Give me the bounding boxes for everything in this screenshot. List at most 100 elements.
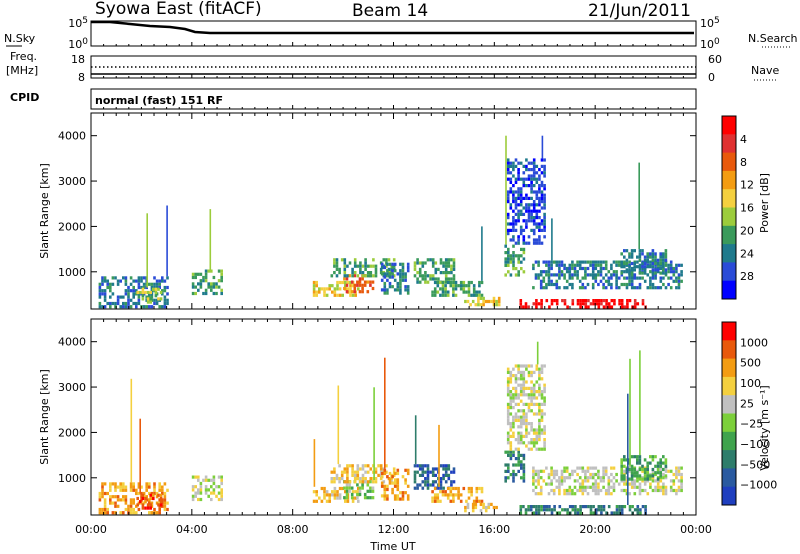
range-time-cell — [509, 377, 513, 381]
range-time-cell — [538, 434, 541, 438]
range-time-cell — [535, 511, 538, 515]
range-time-cell — [527, 209, 531, 213]
range-time-cell — [651, 474, 655, 478]
range-time-cell — [431, 264, 435, 268]
range-time-cell — [543, 399, 546, 403]
range-time-cell — [638, 477, 642, 481]
range-time-cell — [471, 509, 475, 513]
range-time-cell — [563, 273, 566, 277]
range-time-cell — [618, 508, 621, 512]
range-time-cell — [194, 491, 197, 495]
colorbar-tick-label: 16 — [740, 202, 754, 215]
range-time-cell — [591, 263, 595, 267]
range-time-streak — [639, 350, 641, 456]
range-time-cell — [396, 471, 400, 476]
range-time-streak — [551, 218, 553, 261]
range-time-cell — [525, 164, 528, 168]
range-time-cell — [132, 482, 135, 486]
range-time-cell — [597, 482, 600, 486]
range-time-cell — [416, 271, 419, 275]
range-time-cell — [540, 431, 544, 435]
range-time-cell — [129, 482, 133, 486]
range-time-cell — [529, 505, 533, 509]
range-time-cell — [433, 280, 437, 285]
range-time-cell — [630, 464, 634, 468]
range-time-cell — [626, 299, 629, 303]
range-time-cell — [202, 291, 205, 296]
range-time-cell — [550, 469, 553, 473]
range-time-cell — [643, 474, 647, 478]
range-time-cell — [662, 271, 665, 275]
range-time-cell — [467, 284, 471, 288]
range-time-cell — [454, 287, 458, 291]
range-time-cell — [472, 290, 476, 294]
range-time-cell — [103, 292, 107, 296]
range-time-cell — [667, 469, 670, 473]
range-time-cell — [150, 295, 154, 299]
range-time-cell — [127, 504, 130, 508]
range-time-cell — [441, 287, 445, 291]
range-time-cell — [584, 302, 588, 306]
range-time-cell — [191, 488, 195, 492]
range-time-cell — [204, 288, 208, 292]
range-time-cell — [617, 276, 621, 280]
range-time-cell — [535, 203, 539, 207]
range-time-cell — [514, 228, 518, 232]
range-time-cell — [654, 485, 657, 489]
range-time-cell — [540, 196, 544, 200]
range-time-cell — [654, 263, 657, 267]
range-time-cell — [553, 505, 556, 509]
range-time-cell — [416, 483, 419, 487]
range-time-cell — [527, 406, 531, 410]
range-time-cell — [506, 418, 510, 422]
range-time-cell — [472, 287, 476, 291]
range-time-cell — [426, 464, 430, 468]
range-time-cell — [519, 418, 523, 422]
range-time-cell — [613, 299, 616, 303]
range-time-cell — [680, 270, 683, 274]
range-time-cell — [137, 301, 141, 306]
range-time-cell — [444, 470, 448, 474]
range-time-cell — [565, 266, 569, 271]
range-time-cell — [153, 507, 156, 512]
range-time-cell — [639, 511, 642, 515]
range-time-cell — [527, 447, 531, 451]
range-time-cell — [351, 473, 354, 477]
range-time-cell — [646, 255, 649, 259]
colorbar-swatch — [722, 280, 736, 300]
range-tick-label: 3000 — [58, 175, 86, 188]
range-time-cell — [312, 499, 316, 503]
range-time-cell — [517, 425, 520, 429]
range-time-cell — [547, 263, 551, 267]
range-time-cell — [101, 289, 104, 293]
range-time-cell — [532, 174, 536, 178]
range-time-cell — [145, 488, 148, 492]
range-time-cell — [148, 482, 151, 486]
range-time-cell — [396, 494, 400, 498]
range-time-cell — [638, 286, 642, 290]
range-time-cell — [530, 447, 533, 451]
range-time-cell — [599, 260, 603, 264]
range-time-cell — [552, 273, 556, 277]
range-time-cell — [197, 478, 200, 482]
range-time-cell — [116, 279, 120, 283]
range-time-cell — [217, 269, 221, 273]
range-time-cell — [507, 463, 510, 467]
range-time-cell — [199, 272, 203, 276]
range-time-cell — [396, 288, 400, 292]
range-time-cell — [535, 412, 539, 416]
range-time-cell — [607, 305, 611, 309]
range-time-cell — [472, 284, 476, 288]
range-time-cell — [592, 302, 595, 306]
range-time-cell — [504, 251, 507, 255]
range-time-cell — [628, 279, 631, 283]
range-time-cell — [470, 493, 473, 497]
range-time-cell — [318, 496, 321, 500]
range-time-cell — [475, 293, 479, 297]
range-time-cell — [103, 491, 107, 496]
range-time-cell — [535, 302, 538, 306]
range-time-cell — [543, 212, 546, 216]
range-time-cell — [584, 469, 587, 473]
range-time-cell — [434, 473, 438, 477]
range-time-cell — [667, 263, 670, 267]
